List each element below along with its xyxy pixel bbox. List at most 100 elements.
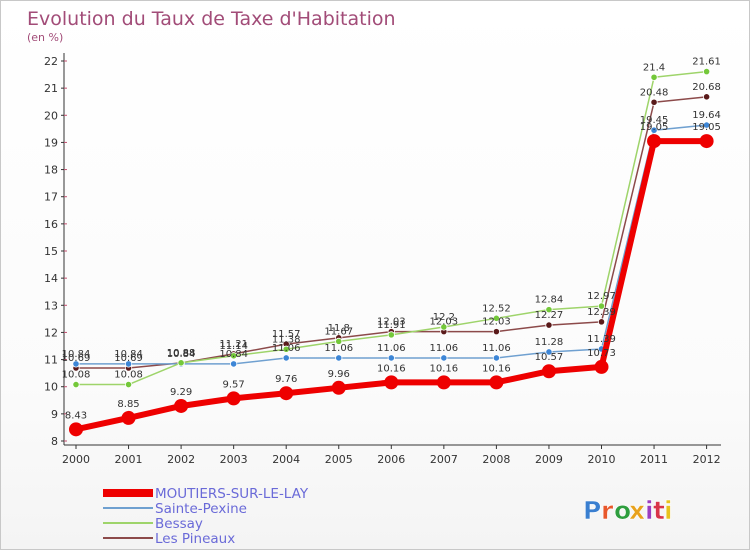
data-point-les-pineaux bbox=[597, 318, 606, 326]
data-label-bessay: 21.4 bbox=[643, 62, 665, 73]
y-tick-label: 22 bbox=[44, 55, 58, 68]
data-label-sainte-pexine: 11.06 bbox=[430, 343, 459, 354]
legend-label: MOUTIERS-SUR-LE-LAY bbox=[155, 486, 309, 502]
data-point-bessay bbox=[492, 314, 500, 322]
data-label-moutiers-sur-le-lay: 9.76 bbox=[275, 374, 297, 385]
data-label-sainte-pexine: 11.06 bbox=[482, 343, 511, 354]
data-label-sainte-pexine: 11.06 bbox=[377, 343, 406, 354]
x-tick-label: 2003 bbox=[220, 453, 248, 466]
data-label-les-pineaux: 11.57 bbox=[272, 329, 301, 340]
data-point-bessay bbox=[230, 352, 238, 360]
series-layer bbox=[69, 67, 714, 437]
data-label-bessay: 10.08 bbox=[114, 370, 143, 381]
data-point-bessay bbox=[282, 345, 290, 353]
data-point-sainte-pexine bbox=[702, 121, 711, 129]
data-point-moutiers-sur-le-lay bbox=[647, 134, 662, 149]
logo-letter: t bbox=[653, 496, 665, 525]
data-label-les-pineaux: 10.69 bbox=[114, 353, 143, 364]
unit-label: (en %) bbox=[27, 31, 63, 44]
data-point-sainte-pexine bbox=[545, 348, 553, 356]
data-point-sainte-pexine bbox=[387, 354, 395, 362]
data-label-moutiers-sur-le-lay: 9.57 bbox=[223, 379, 245, 390]
data-point-les-pineaux bbox=[492, 328, 500, 336]
data-label-les-pineaux: 20.48 bbox=[640, 87, 669, 98]
logo-letter: P bbox=[583, 496, 601, 525]
data-label-moutiers-sur-le-lay: 19.05 bbox=[640, 122, 669, 133]
y-tick-label: 11 bbox=[44, 354, 58, 367]
x-tick-label: 2009 bbox=[535, 453, 563, 466]
data-point-moutiers-sur-le-lay bbox=[121, 410, 136, 425]
x-tick-label: 2006 bbox=[377, 453, 405, 466]
data-label-bessay: 10.88 bbox=[167, 348, 196, 359]
data-label-les-pineaux: 20.68 bbox=[692, 82, 721, 93]
legend: MOUTIERS-SUR-LE-LAYSainte-PexineBessayLe… bbox=[103, 486, 309, 547]
data-point-bessay bbox=[72, 380, 80, 389]
data-label-moutiers-sur-le-lay: 8.43 bbox=[65, 410, 87, 421]
axes: 8 9 10 11 12 13 14 15 16 17 18 19 20 21 22 2000 2001 2002… bbox=[44, 53, 721, 466]
data-point-sainte-pexine bbox=[440, 354, 448, 362]
data-point-les-pineaux bbox=[702, 93, 711, 101]
data-label-les-pineaux: 11.8 bbox=[328, 323, 350, 334]
data-point-bessay bbox=[440, 323, 448, 331]
data-point-sainte-pexine bbox=[282, 354, 290, 362]
legend-label: Bessay bbox=[155, 516, 203, 532]
data-point-moutiers-sur-le-lay bbox=[174, 398, 189, 413]
data-label-les-pineaux: 12.03 bbox=[482, 317, 511, 328]
y-tick-label: 16 bbox=[44, 218, 58, 231]
data-point-moutiers-sur-le-lay bbox=[594, 359, 609, 374]
y-tick-label: 20 bbox=[44, 109, 58, 122]
data-label-bessay: 12.97 bbox=[587, 291, 616, 302]
data-point-sainte-pexine bbox=[124, 360, 133, 368]
y-tick-label: 21 bbox=[44, 82, 58, 95]
data-label-bessay: 11.91 bbox=[377, 320, 406, 331]
data-label-moutiers-sur-le-lay: 19.05 bbox=[692, 122, 721, 133]
logo-letter: i bbox=[664, 496, 673, 525]
data-label-les-pineaux: 11.21 bbox=[219, 339, 248, 350]
x-tick-label: 2000 bbox=[62, 453, 90, 466]
x-tick-label: 2007 bbox=[430, 453, 458, 466]
data-point-bessay bbox=[650, 73, 658, 81]
y-tick-label: 17 bbox=[44, 191, 58, 204]
x-tick-label: 2011 bbox=[640, 453, 668, 466]
y-tick-label: 13 bbox=[44, 299, 58, 312]
data-label-moutiers-sur-le-lay: 9.96 bbox=[328, 369, 350, 380]
data-point-bessay bbox=[597, 302, 606, 310]
data-label-bessay: 11.67 bbox=[324, 326, 353, 337]
data-label-sainte-pexine: 19.45 bbox=[640, 115, 669, 126]
data-label-les-pineaux: 10.69 bbox=[62, 353, 91, 364]
data-label-moutiers-sur-le-lay: 10.16 bbox=[482, 363, 511, 374]
data-label-sainte-pexine: 10.84 bbox=[62, 349, 91, 360]
x-tick-label: 2010 bbox=[588, 453, 616, 466]
data-label-sainte-pexine: 10.84 bbox=[114, 349, 143, 360]
data-point-les-pineaux bbox=[545, 321, 553, 329]
data-point-sainte-pexine bbox=[335, 354, 343, 362]
x-tick-label: 2012 bbox=[693, 453, 721, 466]
data-point-moutiers-sur-le-lay bbox=[69, 422, 83, 437]
legend-label: Les Pineaux bbox=[155, 531, 235, 547]
data-label-bessay: 12.52 bbox=[482, 303, 511, 314]
data-label-moutiers-sur-le-lay: 10.57 bbox=[535, 352, 564, 363]
data-label-bessay: 11.38 bbox=[272, 334, 301, 345]
x-tick-label: 2002 bbox=[167, 453, 195, 466]
data-label-moutiers-sur-le-lay: 10.16 bbox=[377, 363, 406, 374]
x-tick-label: 2008 bbox=[482, 453, 510, 466]
data-label-les-pineaux: 10.88 bbox=[167, 348, 196, 359]
chart-title: Evolution du Taux de Taxe d'Habitation bbox=[27, 8, 396, 30]
data-label-moutiers-sur-le-lay: 10.73 bbox=[587, 348, 616, 359]
data-label-sainte-pexine: 11.06 bbox=[272, 343, 301, 354]
logo-letter: r bbox=[601, 496, 614, 525]
data-label-les-pineaux: 12.39 bbox=[587, 307, 616, 318]
data-point-moutiers-sur-le-lay bbox=[279, 386, 294, 401]
y-tick-label: 18 bbox=[44, 164, 58, 177]
data-point-moutiers-sur-le-lay bbox=[436, 375, 451, 390]
data-point-les-pineaux bbox=[650, 98, 658, 106]
data-point-bessay bbox=[545, 306, 553, 314]
data-point-moutiers-sur-le-lay bbox=[541, 364, 556, 379]
data-label-bessay: 11.14 bbox=[219, 341, 248, 352]
logo-letter: o bbox=[614, 496, 631, 525]
data-label-sainte-pexine: 11.06 bbox=[324, 343, 353, 354]
